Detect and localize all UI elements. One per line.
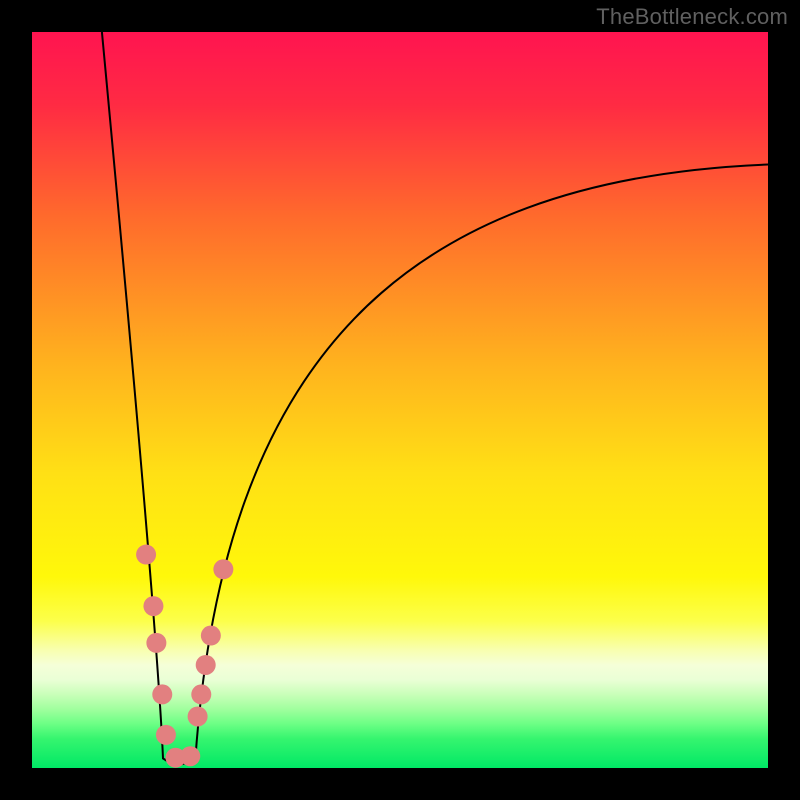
marker-point (143, 596, 163, 616)
marker-point (146, 633, 166, 653)
marker-point (196, 655, 216, 675)
marker-point (191, 684, 211, 704)
plot-area (32, 32, 768, 768)
marker-point (156, 725, 176, 745)
marker-point (188, 706, 208, 726)
marker-point (213, 559, 233, 579)
marker-point (180, 746, 200, 766)
marker-point (201, 626, 221, 646)
marker-point (152, 684, 172, 704)
marker-point (136, 545, 156, 565)
bottleneck-curve-path (102, 32, 768, 764)
bottleneck-curve (32, 32, 768, 768)
watermark-text: TheBottleneck.com (596, 4, 788, 30)
chart-root: TheBottleneck.com (0, 0, 800, 800)
